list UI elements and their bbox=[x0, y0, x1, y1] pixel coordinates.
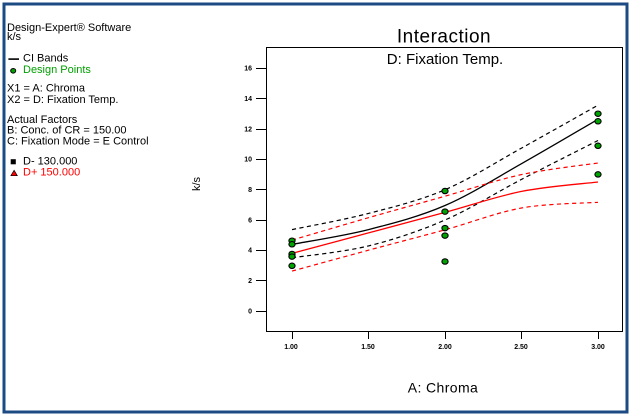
svg-text:2.00: 2.00 bbox=[438, 344, 452, 351]
svg-text:8: 8 bbox=[248, 187, 252, 194]
svg-text:Design Points: Design Points bbox=[23, 64, 91, 76]
svg-text:3.00: 3.00 bbox=[591, 344, 605, 351]
svg-text:2.50: 2.50 bbox=[514, 344, 528, 351]
svg-text:D- 130.000: D- 130.000 bbox=[23, 156, 77, 168]
svg-text:4: 4 bbox=[248, 248, 252, 255]
svg-text:12: 12 bbox=[244, 126, 252, 133]
svg-text:k/s: k/s bbox=[191, 176, 203, 191]
svg-text:Interaction: Interaction bbox=[397, 27, 491, 48]
svg-text:10: 10 bbox=[244, 157, 252, 164]
svg-text:0: 0 bbox=[248, 309, 252, 316]
svg-text:C: Fixation Mode = E Control: C: Fixation Mode = E Control bbox=[7, 136, 149, 148]
svg-text:14: 14 bbox=[244, 96, 252, 103]
svg-text:X1 = A: Chroma: X1 = A: Chroma bbox=[7, 82, 86, 94]
svg-text:CI Bands: CI Bands bbox=[23, 52, 69, 64]
svg-text:2: 2 bbox=[248, 278, 252, 285]
svg-text:Actual Factors: Actual Factors bbox=[7, 114, 78, 126]
svg-text:B: Conc. of CR = 150.00: B: Conc. of CR = 150.00 bbox=[7, 124, 127, 136]
svg-text:D: Fixation Temp.: D: Fixation Temp. bbox=[387, 51, 503, 68]
svg-text:X2 = D: Fixation Temp.: X2 = D: Fixation Temp. bbox=[7, 94, 118, 106]
svg-text:A: Chroma: A: Chroma bbox=[408, 380, 479, 396]
svg-text:k/s: k/s bbox=[7, 31, 22, 43]
svg-text:Design-Expert® Software: Design-Expert® Software bbox=[7, 22, 131, 34]
svg-text:6: 6 bbox=[248, 217, 252, 224]
svg-text:1.50: 1.50 bbox=[361, 344, 375, 351]
svg-text:D+ 150.000: D+ 150.000 bbox=[23, 167, 80, 179]
svg-text:16: 16 bbox=[244, 66, 252, 73]
svg-text:1.00: 1.00 bbox=[284, 344, 298, 351]
